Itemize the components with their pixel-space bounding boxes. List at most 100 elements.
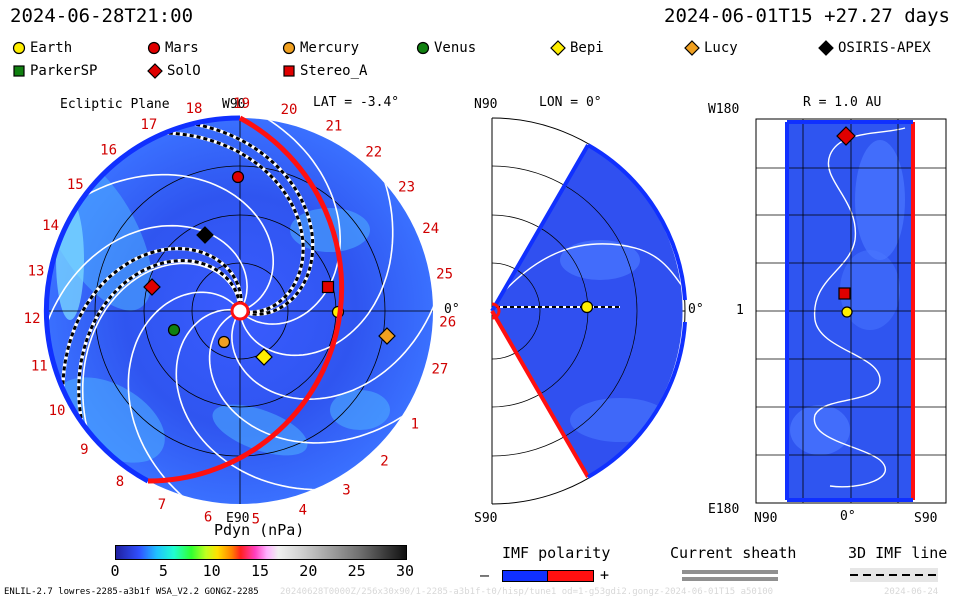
legend-label: Earth	[30, 40, 73, 56]
ecliptic-right-label: 0°	[444, 302, 460, 317]
ecliptic-stereo-a-marker	[321, 280, 335, 294]
current-sheath-title: Current sheath	[670, 544, 797, 562]
circle-marker-icon	[12, 41, 26, 55]
ecliptic-top-label: W90	[222, 97, 246, 112]
ecliptic-mars-marker	[231, 170, 245, 184]
carrington-day-label: 10	[49, 403, 66, 419]
ecliptic-title: Ecliptic Plane	[60, 97, 170, 112]
radial-top-left-label: W180	[708, 102, 740, 117]
carrington-day-label: 20	[281, 102, 298, 118]
carrington-day-label: 6	[204, 510, 212, 526]
imf-plus-label: +	[600, 566, 610, 584]
colorbar-tick-label: 10	[202, 562, 221, 580]
carrington-day-label: 5	[252, 511, 260, 527]
carrington-day-label: 23	[398, 180, 415, 196]
imf-3d-title: 3D IMF line	[848, 544, 948, 562]
radial-stereo-a-marker	[838, 287, 851, 300]
legend-label: OSIRIS-APEX	[838, 40, 931, 56]
legend-label: Bepi	[570, 40, 604, 56]
radial-mid-left-label: 1	[736, 303, 744, 318]
legend-label: Mercury	[300, 40, 360, 56]
diamond-marker-icon	[550, 40, 566, 56]
carrington-day-label: 26	[439, 314, 456, 330]
carrington-day-label: 3	[342, 483, 350, 499]
meridional-lon-label: LON = 0°	[539, 95, 602, 110]
legend-osiris-apex: OSIRIS-APEX	[818, 40, 931, 56]
carrington-day-label: 7	[158, 497, 166, 513]
legend-label: Venus	[434, 40, 477, 56]
radial-x-left-label: N90	[754, 511, 778, 526]
radial-earth-marker	[841, 306, 853, 318]
footer-run-info: 20240628T0000Z/256x30x90/1-2285-a3b1f-t0…	[280, 587, 774, 597]
footer-date: 2024-06-24	[884, 587, 939, 597]
diamond-marker-icon	[818, 40, 834, 56]
carrington-day-label: 2	[380, 454, 388, 470]
legend-earth: Earth	[12, 40, 72, 56]
carrington-day-label: 18	[186, 101, 203, 117]
carrington-day-label: 22	[365, 145, 382, 161]
colorbar-tick-label: 30	[395, 562, 415, 580]
circle-marker-icon	[416, 41, 430, 55]
current-sheath-swatch-bottom	[682, 577, 778, 581]
meridional-earth-marker	[580, 300, 594, 314]
legend-label: Mars	[165, 40, 199, 56]
meridional-top-label: N90	[474, 97, 498, 112]
ecliptic-rim-negative	[43, 115, 241, 484]
diamond-marker-icon	[684, 40, 700, 56]
colorbar-tick-label: 25	[347, 562, 366, 580]
legend-venus: Venus	[416, 40, 476, 56]
timestamp-current: 2024-06-28T21:00	[10, 5, 194, 27]
ecliptic-rim-positive	[147, 115, 345, 484]
carrington-day-label: 24	[422, 221, 439, 237]
carrington-day-label: 16	[100, 143, 117, 159]
radial-r-label: R = 1.0 AU	[803, 95, 882, 110]
legend-label: Stereo_A	[300, 63, 368, 79]
imf-polarity-title: IMF polarity	[502, 544, 611, 562]
ecliptic-solo-marker	[143, 278, 161, 296]
ecliptic-osiris-apex-marker	[196, 226, 214, 244]
square-marker-icon	[283, 65, 295, 77]
ecliptic-bepi-marker	[255, 348, 273, 366]
imf-positive-swatch	[547, 570, 594, 582]
legend-lucy: Lucy	[684, 40, 738, 56]
circle-marker-icon	[147, 41, 161, 55]
ecliptic-bottom-label: E90	[226, 511, 250, 526]
ecliptic-mercury-marker	[217, 335, 231, 349]
radial-bottom-left-label: E180	[708, 502, 740, 517]
ecliptic-lat-label: LAT = -3.4°	[313, 95, 400, 110]
radial-solo-marker	[836, 126, 856, 146]
colorbar-tick-label: 15	[250, 562, 270, 580]
colorbar-tick-label: 20	[299, 562, 318, 580]
legend-solo: SolO	[147, 63, 201, 79]
colorbar	[115, 545, 407, 560]
legend-label: SolO	[167, 63, 201, 79]
carrington-day-label: 8	[116, 474, 124, 490]
imf-minus-label: –	[480, 566, 490, 584]
colorbar-title: Pdyn (nPa)	[214, 521, 305, 539]
current-sheath-swatch-top	[682, 570, 778, 574]
carrington-day-label: 19	[233, 96, 250, 112]
radial-x-mid-label: 0°	[840, 509, 856, 524]
imf-3d-swatch	[850, 568, 938, 582]
carrington-day-label: 12	[24, 311, 41, 327]
ecliptic-lucy-marker	[378, 327, 396, 345]
diamond-marker-icon	[147, 63, 163, 79]
carrington-day-label: 17	[140, 117, 157, 133]
carrington-day-label: 13	[28, 264, 45, 280]
imf-negative-swatch	[502, 570, 549, 582]
carrington-day-label: 9	[80, 442, 88, 458]
legend-label: ParkerSP	[30, 63, 98, 79]
carrington-day-label: 21	[325, 118, 342, 134]
circle-marker-icon	[282, 41, 296, 55]
carrington-day-label: 27	[431, 362, 448, 378]
legend-mars: Mars	[147, 40, 199, 56]
ecliptic-venus-marker	[167, 323, 181, 337]
legend-label: Lucy	[704, 40, 738, 56]
meridional-bottom-label: S90	[474, 511, 498, 526]
carrington-day-label: 4	[299, 502, 307, 518]
carrington-day-label: 11	[31, 359, 48, 375]
colorbar-tick-label: 5	[158, 562, 168, 580]
